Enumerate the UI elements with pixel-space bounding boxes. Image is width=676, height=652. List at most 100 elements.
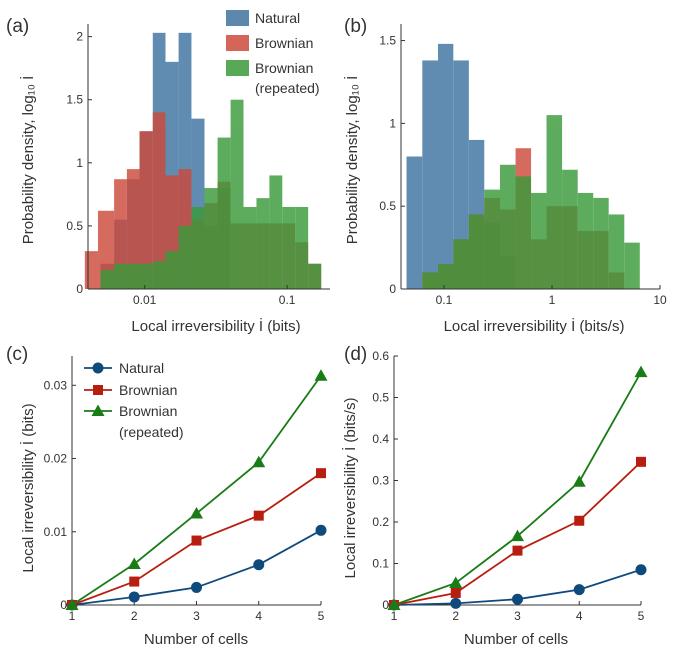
legend-swatch-brownian [226, 35, 249, 51]
point-repeated [511, 529, 524, 542]
bar-repeated [624, 242, 640, 289]
bar-repeated [499, 164, 516, 289]
legend-swatch-natural [226, 10, 249, 26]
bar-repeated [577, 192, 594, 289]
x-tick-label-1: 1 [391, 609, 398, 623]
y-tick-label-0-03: 0.03 [44, 378, 68, 392]
point-brownian [316, 468, 326, 479]
bar-repeated [165, 251, 179, 289]
panel-b-xlabel: Local irreversibility İ (bits/s) [444, 317, 625, 335]
point-brownian [512, 545, 523, 556]
point-brownian [450, 587, 461, 598]
series-repeated [422, 115, 640, 289]
y-tick-label-0-01: 0.01 [44, 525, 68, 539]
bar-brownian [84, 251, 98, 289]
point-brownian [253, 510, 264, 521]
point-repeated [634, 365, 648, 378]
point-natural [512, 593, 523, 605]
x-tick-label-2: 2 [131, 609, 138, 623]
y-tick-label-1: 1 [389, 116, 396, 130]
point-repeated [127, 557, 141, 569]
bar-repeated [217, 137, 231, 289]
bar-natural [453, 60, 469, 289]
bar-repeated [608, 214, 625, 289]
panel-d-lines [387, 365, 648, 611]
y-tick-label-0-4: 0.4 [372, 432, 389, 446]
bar-repeated [562, 169, 578, 289]
y-tick-label-0-2: 0.2 [372, 515, 389, 529]
point-repeated [190, 506, 203, 519]
point-brownian [574, 515, 585, 526]
panel-b: (b) 0 0.5 1 1.5 0.1 1 10 Local irreversibility… [343, 16, 667, 335]
y-tick-label-0-6: 0.6 [372, 349, 389, 363]
point-brownian [191, 535, 202, 546]
bar-brownian [139, 131, 153, 289]
x-tick-label-10: 10 [653, 293, 667, 307]
bar-natural [422, 60, 438, 289]
point-brownian [129, 576, 140, 587]
x-tick-label-5: 5 [318, 609, 325, 623]
bar-repeated [100, 270, 115, 289]
panel-a-axes: 0 0.5 1 1.5 2 0.01 0.1 [66, 24, 330, 307]
point-natural [635, 564, 647, 576]
bar-repeated [191, 206, 205, 289]
x-tick-label-1: 1 [69, 609, 76, 623]
legend-entry-repeated: Brownian [255, 60, 313, 76]
panel-c-axes: 0 0.01 0.02 0.03 1 2 3 4 5 [44, 356, 325, 623]
panel-a-bars [84, 32, 322, 290]
y-tick-label-0: 0 [382, 598, 389, 612]
y-tick-label-0-5: 0.5 [372, 391, 389, 405]
panel-c-xlabel: Number of cells [144, 631, 248, 648]
point-repeated [449, 576, 463, 589]
panel-a-legend: Natural Brownian Brownian (repeated) [226, 10, 320, 96]
bar-repeated [152, 261, 166, 289]
point-repeated [314, 369, 328, 381]
bar-repeated [308, 263, 322, 289]
x-tick-label-4: 4 [576, 609, 583, 623]
bar-brownian [114, 179, 127, 289]
bar-repeated [139, 263, 153, 289]
panel-b-label: (b) [344, 16, 367, 37]
x-tick-label-1: 1 [549, 293, 556, 307]
x-tick-label-5: 5 [638, 609, 645, 623]
bar-repeated [422, 272, 438, 289]
point-natural [253, 559, 265, 571]
bar-natural [437, 43, 454, 289]
x-tick-label-3: 3 [514, 609, 521, 623]
bar-repeated [546, 115, 563, 289]
legend-marker-repeated [91, 404, 105, 416]
bar-brownian [97, 210, 115, 289]
y-tick-label-1-5: 1.5 [379, 34, 396, 48]
y-tick-label-1: 1 [76, 156, 83, 170]
bar-repeated [204, 188, 218, 289]
series-natural [388, 564, 647, 611]
y-tick-label-0: 0 [76, 282, 83, 296]
bar-repeated [230, 99, 244, 289]
x-tick-label-3: 3 [193, 609, 200, 623]
x-tick-label-2: 2 [452, 609, 459, 623]
x-tick-label-4: 4 [255, 609, 262, 623]
legend-entry-brownian: Brownian [119, 382, 177, 398]
x-tick-label-0-1: 0.1 [436, 293, 453, 307]
panel-a: (a) 0 0.5 1 1.5 2 0.01 0.1 Local irreversibili… [6, 10, 330, 335]
legend-entry-brownian: Brownian [255, 35, 313, 51]
panel-b-ylabel: Probability density, log₁₀ İ [343, 76, 361, 245]
y-tick-label-0: 0 [60, 598, 67, 612]
series-repeated [387, 365, 648, 610]
bar-repeated [593, 197, 609, 289]
bar-repeated [437, 264, 454, 289]
legend-marker-brownian [93, 385, 103, 395]
panel-c-legend: Natural Brownian Brownian (repeated) [84, 360, 184, 440]
panel-c-lines [65, 369, 328, 611]
panel-b-bars [406, 43, 640, 289]
point-natural [315, 524, 327, 536]
point-natural [450, 597, 462, 609]
bar-repeated [453, 239, 469, 289]
point-natural [191, 581, 202, 593]
panel-a-xlabel: Local irreversibility İ (bits) [131, 317, 300, 335]
panel-d-xlabel: Number of cells [464, 631, 568, 648]
legend-marker-natural [92, 362, 104, 374]
panel-a-ylabel: Probability density, log₁₀ İ [19, 76, 37, 245]
line-repeated [393, 371, 642, 606]
